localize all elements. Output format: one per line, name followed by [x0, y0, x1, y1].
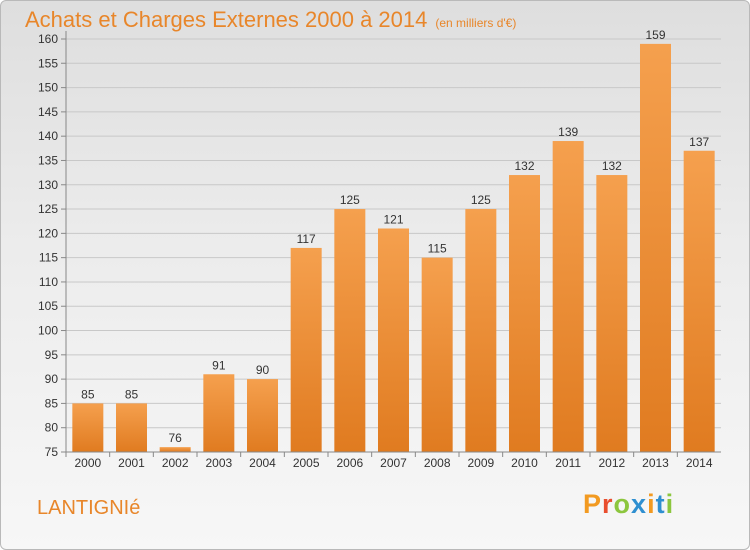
data-label: 132	[514, 159, 534, 173]
bars	[72, 43, 715, 453]
y-tick-label: 160	[38, 32, 58, 46]
commune-name: LANTIGNIé	[37, 497, 141, 519]
y-tick-label: 120	[38, 226, 58, 240]
x-tick-label: 2010	[511, 456, 538, 470]
chart-subtitle: (en milliers d'€)	[435, 16, 517, 30]
bar-2009[interactable]	[465, 209, 497, 452]
y-tick-label: 75	[45, 445, 59, 459]
y-tick-label: 125	[38, 202, 58, 216]
logo-letter: P	[583, 489, 603, 519]
data-label: 159	[645, 28, 665, 42]
y-tick-label: 150	[38, 81, 58, 95]
y-tick-label: 95	[45, 348, 59, 362]
logo-letter: i	[647, 489, 656, 519]
y-tick-label: 155	[38, 56, 58, 70]
x-tick-label: 2009	[467, 456, 494, 470]
bar-2006[interactable]	[334, 209, 366, 452]
chart-title: Achats et Charges Externes 2000 à 2014 (e…	[25, 7, 516, 33]
bar-2012[interactable]	[596, 175, 628, 452]
bar-2002[interactable]	[159, 447, 191, 452]
x-tick-label: 2013	[642, 456, 669, 470]
x-tick-label: 2014	[686, 456, 713, 470]
logo-letter: i	[665, 489, 675, 519]
x-tick-label: 2002	[162, 456, 189, 470]
bar-2013[interactable]	[640, 43, 671, 452]
bar-2007[interactable]	[378, 228, 409, 452]
x-tick-label: 2003	[205, 456, 232, 470]
proxiti-logo[interactable]: Proxiti	[583, 489, 674, 520]
y-tick-label: 100	[38, 324, 58, 338]
data-label: 125	[340, 193, 360, 207]
chart-title-text: Achats et Charges Externes 2000 à 2014	[25, 7, 428, 32]
bar-2014[interactable]	[683, 150, 715, 453]
logo-letter: o	[613, 489, 632, 519]
axes: 75 80 85 90 95 100 105 110 115 120 125 130 135 140 145…	[38, 31, 721, 470]
x-tick-label: 2011	[555, 456, 581, 470]
data-label: 90	[256, 363, 270, 377]
x-tick-label: 2005	[293, 456, 320, 470]
x-tick-label: 2004	[249, 456, 276, 470]
data-label: 115	[428, 242, 447, 256]
bar-2001[interactable]	[116, 403, 147, 452]
data-label: 125	[471, 193, 491, 207]
y-tick-label: 140	[38, 129, 58, 143]
bar-2000[interactable]	[72, 403, 104, 452]
bar-2003[interactable]	[203, 374, 235, 452]
data-label: 76	[168, 431, 182, 445]
bar-2005[interactable]	[290, 247, 322, 452]
data-label: 91	[212, 358, 226, 372]
x-tick-label: 2008	[424, 456, 451, 470]
data-label: 85	[81, 387, 95, 401]
bar-2011[interactable]	[552, 141, 584, 453]
logo-letter: r	[602, 489, 614, 519]
y-tick-label: 110	[39, 275, 58, 289]
data-label: 139	[558, 125, 578, 139]
y-tick-label: 135	[38, 153, 58, 167]
y-tick-label: 85	[45, 396, 59, 410]
y-tick-label: 115	[39, 251, 58, 265]
x-tick-label: 2000	[74, 456, 101, 470]
data-label: 132	[602, 159, 622, 173]
logo-letter: x	[631, 489, 648, 519]
data-labels: 85 85 76 91 90 117 125 121 115 125 132 139 132 159 137	[81, 28, 709, 445]
y-tick-label: 80	[45, 421, 59, 435]
x-tick-label: 2007	[380, 456, 407, 470]
bar-2008[interactable]	[421, 257, 453, 452]
bar-2010[interactable]	[509, 175, 540, 452]
data-label: 121	[383, 212, 403, 226]
data-label: 137	[689, 135, 709, 149]
x-tick-label: 2012	[598, 456, 625, 470]
y-tick-label: 130	[38, 178, 58, 192]
y-tick-label: 90	[45, 372, 59, 386]
bar-2004[interactable]	[247, 379, 278, 452]
data-label: 117	[297, 232, 316, 246]
data-label: 85	[125, 387, 139, 401]
x-tick-label: 2001	[118, 456, 145, 470]
y-tick-label: 145	[38, 105, 58, 119]
logo-letter: t	[655, 489, 666, 519]
y-tick-label: 105	[38, 299, 58, 313]
x-tick-label: 2006	[336, 456, 363, 470]
